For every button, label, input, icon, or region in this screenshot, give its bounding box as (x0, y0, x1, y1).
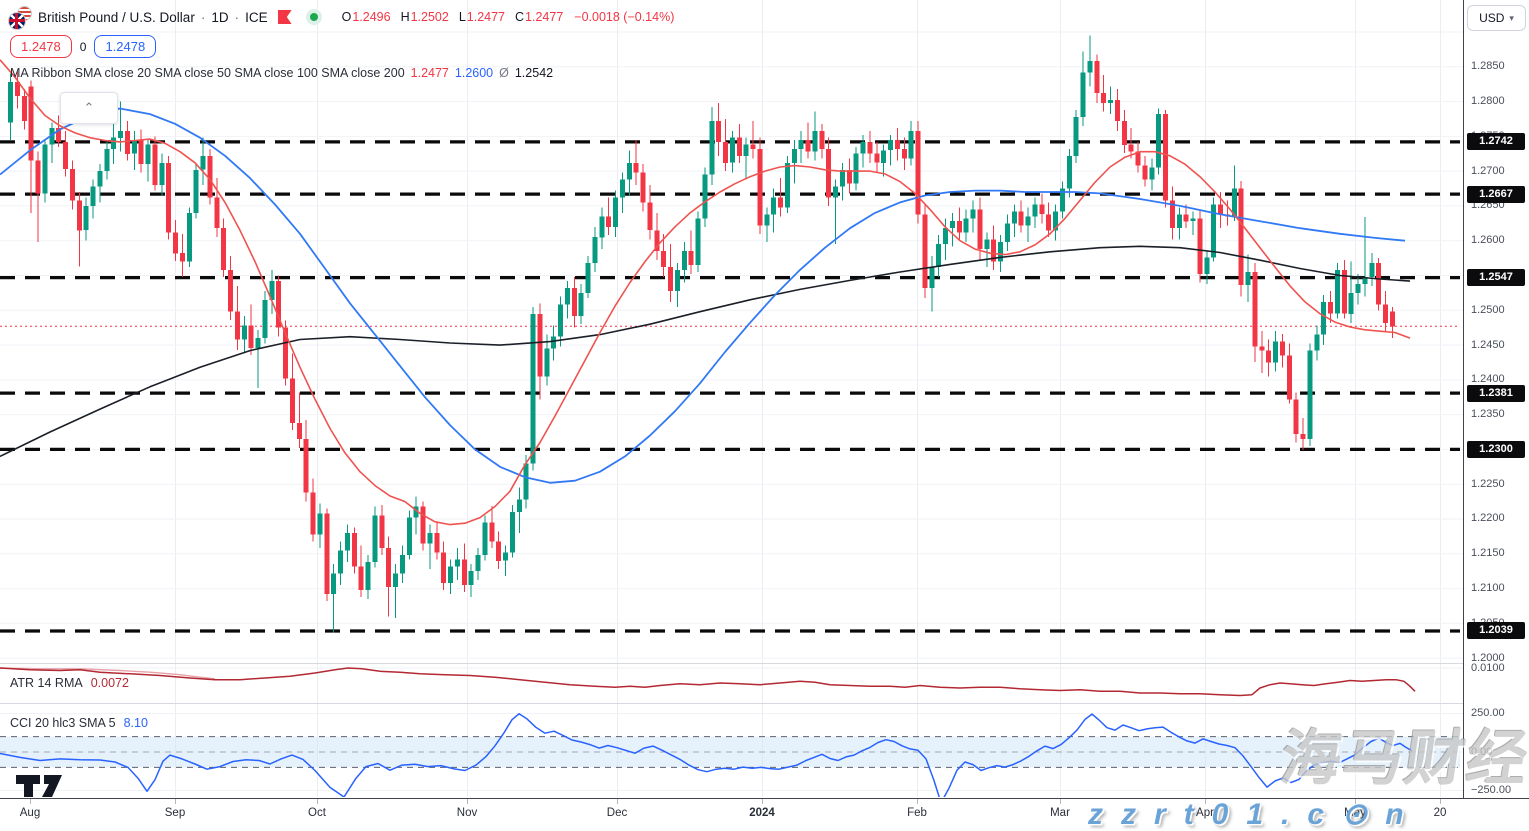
time-axis-tick (175, 799, 176, 804)
time-axis-tick (1205, 799, 1206, 804)
time-axis-tick (317, 799, 318, 804)
time-axis-tick (917, 799, 918, 804)
sma100-line (0, 107, 1406, 484)
time-axis-label: May (1344, 807, 1366, 819)
price-tick-label: 1.2850 (1471, 60, 1505, 73)
time-axis-label: Nov (456, 807, 478, 819)
sma200-line (0, 245, 1411, 458)
currency-label: USD (1479, 11, 1505, 25)
time-axis-label: Aug (19, 807, 41, 819)
price-tick-label: 1.2700 (1471, 164, 1505, 177)
time-axis-tick (30, 799, 31, 804)
price-tick-label: 1.2600 (1471, 234, 1505, 247)
chevron-down-icon: ▾ (1509, 12, 1514, 23)
buy-price-button[interactable]: 1.2478 (94, 35, 157, 58)
time-axis-label: Feb (907, 807, 927, 819)
cci-line (0, 713, 1413, 797)
price-tick-label: 1.2150 (1471, 547, 1505, 560)
time-axis-tick (617, 799, 618, 804)
cci-axis-label: 250.00 (1471, 707, 1505, 719)
price-axis[interactable]: 1.20001.20501.21001.21501.22001.22501.23… (1463, 0, 1529, 798)
collapse-legend-button[interactable]: ⌃ (60, 92, 118, 124)
key-level-badge: 1.2742 (1467, 133, 1525, 151)
price-tick-label: 1.2000 (1471, 651, 1505, 664)
time-axis-label: Dec (606, 807, 628, 819)
time-axis-label: 20 (1433, 807, 1447, 819)
chart-canvas[interactable] (0, 0, 1463, 798)
price-tick-label: 1.2100 (1471, 582, 1505, 595)
time-axis-label: 2024 (749, 807, 775, 819)
time-axis-tick (467, 799, 468, 804)
time-axis-tick (1440, 799, 1441, 804)
price-tick-label: 1.2450 (1471, 338, 1505, 351)
time-axis-tick (1060, 799, 1061, 804)
symbol-flags-icon[interactable] (8, 6, 32, 30)
key-level-badge: 1.2547 (1467, 269, 1525, 287)
price-tick-label: 1.2800 (1471, 95, 1505, 108)
sma20-line (0, 59, 1411, 526)
time-axis-label: Apr (1196, 807, 1214, 819)
cci-axis-label: 0.00 (1471, 745, 1493, 758)
bid-ask-row: 1.2478 0 1.2478 (10, 35, 157, 58)
cci-axis-label: −250.00 (1471, 784, 1512, 796)
price-tick-label: 1.2200 (1471, 512, 1505, 525)
price-tick-label: 1.2500 (1471, 303, 1505, 316)
key-level-badge: 1.2300 (1467, 440, 1525, 458)
price-tick-label: 1.2250 (1471, 477, 1505, 490)
tradingview-logo[interactable] (16, 775, 86, 797)
price-tick-label: 1.2400 (1471, 373, 1505, 386)
atr-smooth-line (0, 667, 216, 680)
currency-selector-button[interactable]: USD ▾ (1467, 5, 1526, 31)
key-level-badge: 1.2039 (1467, 622, 1525, 640)
time-axis-tick (762, 799, 763, 804)
time-axis-label: Oct (308, 807, 326, 819)
candles (8, 35, 1395, 633)
atr-axis-label: 0.0100 (1471, 661, 1505, 674)
time-axis-label: Mar (1050, 807, 1070, 819)
uk-flag-icon (8, 12, 26, 30)
time-axis[interactable]: Aug Sep Oct Nov Dec 2024 Feb Mar Apr May 20 (0, 798, 1529, 831)
time-axis-label: Sep (164, 807, 186, 819)
price-tick-label: 1.2350 (1471, 408, 1505, 421)
sell-price-button[interactable]: 1.2478 (10, 35, 72, 58)
chevron-up-icon: ⌃ (83, 100, 95, 115)
time-axis-tick (1355, 799, 1356, 804)
key-level-badge: 1.2381 (1467, 384, 1525, 402)
atr-line (0, 667, 1416, 697)
key-level-badge: 1.2667 (1467, 185, 1525, 203)
